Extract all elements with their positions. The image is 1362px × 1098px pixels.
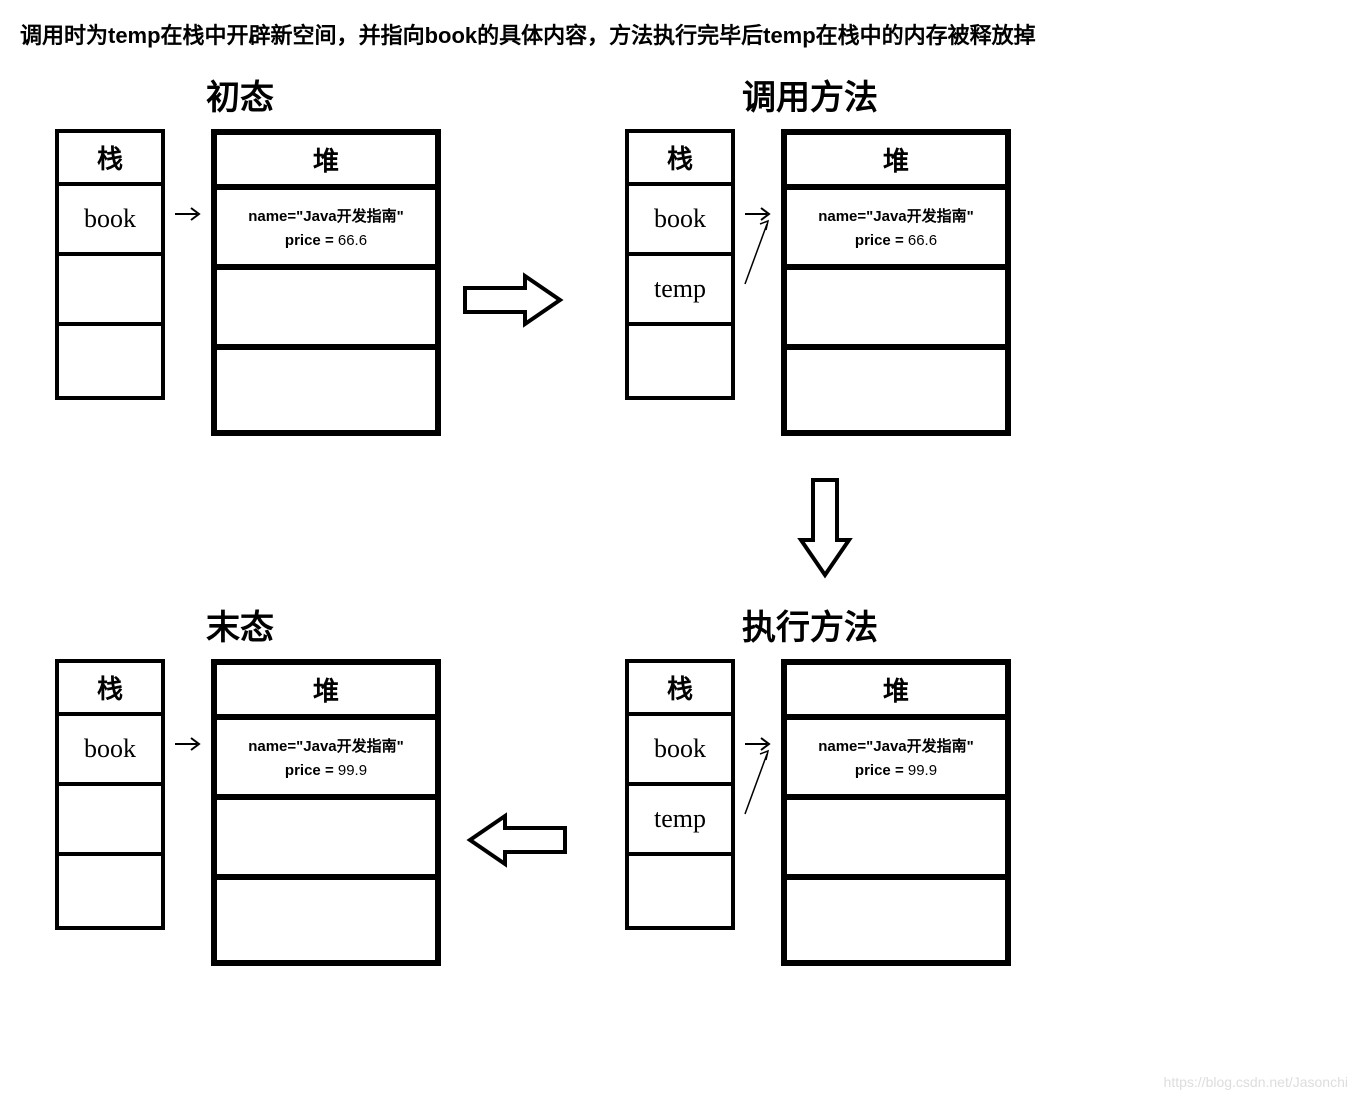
stack-cell: temp [629, 256, 731, 326]
stack-box-initial: 栈 book [55, 129, 165, 400]
heap-name: name="Java开发指南" [248, 735, 404, 756]
heap-price: price = 99.9 [285, 762, 367, 779]
heap-box-executing: 堆 name="Java开发指南" price = 99.9 [781, 659, 1011, 966]
stack-header: 栈 [629, 133, 731, 186]
stack-cell: book [629, 716, 731, 786]
stack-cell [59, 256, 161, 326]
pointer-arrows-calling [743, 179, 773, 439]
heap-price: price = 99.9 [855, 762, 937, 779]
stack-cell [59, 326, 161, 396]
stack-header: 栈 [629, 663, 731, 716]
panel-final-title: 末态 [55, 600, 425, 649]
heap-price: price = 66.6 [285, 232, 367, 249]
panel-calling: 调用方法 栈 book temp 堆 name="Java开发指南" price… [625, 70, 1011, 439]
heap-cell [787, 800, 1005, 880]
stack-cell [629, 326, 731, 396]
stack-cell [59, 856, 161, 926]
panel-final: 末态 栈 book 堆 name="Java开发指南" price = 99.9 [55, 600, 441, 969]
book-pointer-arrow [173, 709, 203, 969]
stack-box-final: 栈 book [55, 659, 165, 930]
heap-cell [217, 270, 435, 350]
heap-cell [217, 350, 435, 430]
pointer-arrows-executing [743, 709, 773, 969]
heap-name: name="Java开发指南" [818, 205, 974, 226]
watermark-text: https://blog.csdn.net/Jasonchi [1164, 1074, 1348, 1090]
heap-cell: name="Java开发指南" price = 99.9 [217, 720, 435, 800]
heap-cell [787, 270, 1005, 350]
stack-header: 栈 [59, 133, 161, 186]
book-pointer-arrow [173, 179, 203, 439]
heap-header: 堆 [217, 665, 435, 720]
heap-name: name="Java开发指南" [248, 205, 404, 226]
heap-price: price = 66.6 [855, 232, 937, 249]
heap-cell [217, 800, 435, 880]
heap-header: 堆 [787, 665, 1005, 720]
stack-cell: temp [629, 786, 731, 856]
panel-initial: 初态 栈 book 堆 name="Java开发指南" price = 66.6 [55, 70, 441, 439]
heap-cell [787, 880, 1005, 960]
panel-executing-title: 执行方法 [625, 600, 995, 649]
stack-header: 栈 [59, 663, 161, 716]
heap-header: 堆 [787, 135, 1005, 190]
heap-box-final: 堆 name="Java开发指南" price = 99.9 [211, 659, 441, 966]
heap-cell: name="Java开发指南" price = 99.9 [787, 720, 1005, 800]
panel-calling-title: 调用方法 [625, 70, 995, 119]
heap-box-calling: 堆 name="Java开发指南" price = 66.6 [781, 129, 1011, 436]
heap-header: 堆 [217, 135, 435, 190]
stack-cell: book [59, 186, 161, 256]
heap-name: name="Java开发指南" [818, 735, 974, 756]
heap-cell: name="Java开发指南" price = 66.6 [217, 190, 435, 270]
heap-cell [787, 350, 1005, 430]
stack-cell [629, 856, 731, 926]
flow-arrow-right-icon [460, 270, 570, 330]
stack-cell: book [59, 716, 161, 786]
flow-arrow-down-icon [795, 475, 855, 585]
stack-cell [59, 786, 161, 856]
stack-box-calling: 栈 book temp [625, 129, 735, 400]
heap-cell [217, 880, 435, 960]
caption-text: 调用时为temp在栈中开辟新空间，并指向book的具体内容，方法执行完毕后tem… [20, 18, 1036, 50]
panel-initial-title: 初态 [55, 70, 425, 119]
heap-box-initial: 堆 name="Java开发指南" price = 66.6 [211, 129, 441, 436]
stack-box-executing: 栈 book temp [625, 659, 735, 930]
flow-arrow-left-icon [460, 810, 570, 870]
heap-cell: name="Java开发指南" price = 66.6 [787, 190, 1005, 270]
stack-cell: book [629, 186, 731, 256]
panel-executing: 执行方法 栈 book temp 堆 name="Java开发指南" price… [625, 600, 1011, 969]
